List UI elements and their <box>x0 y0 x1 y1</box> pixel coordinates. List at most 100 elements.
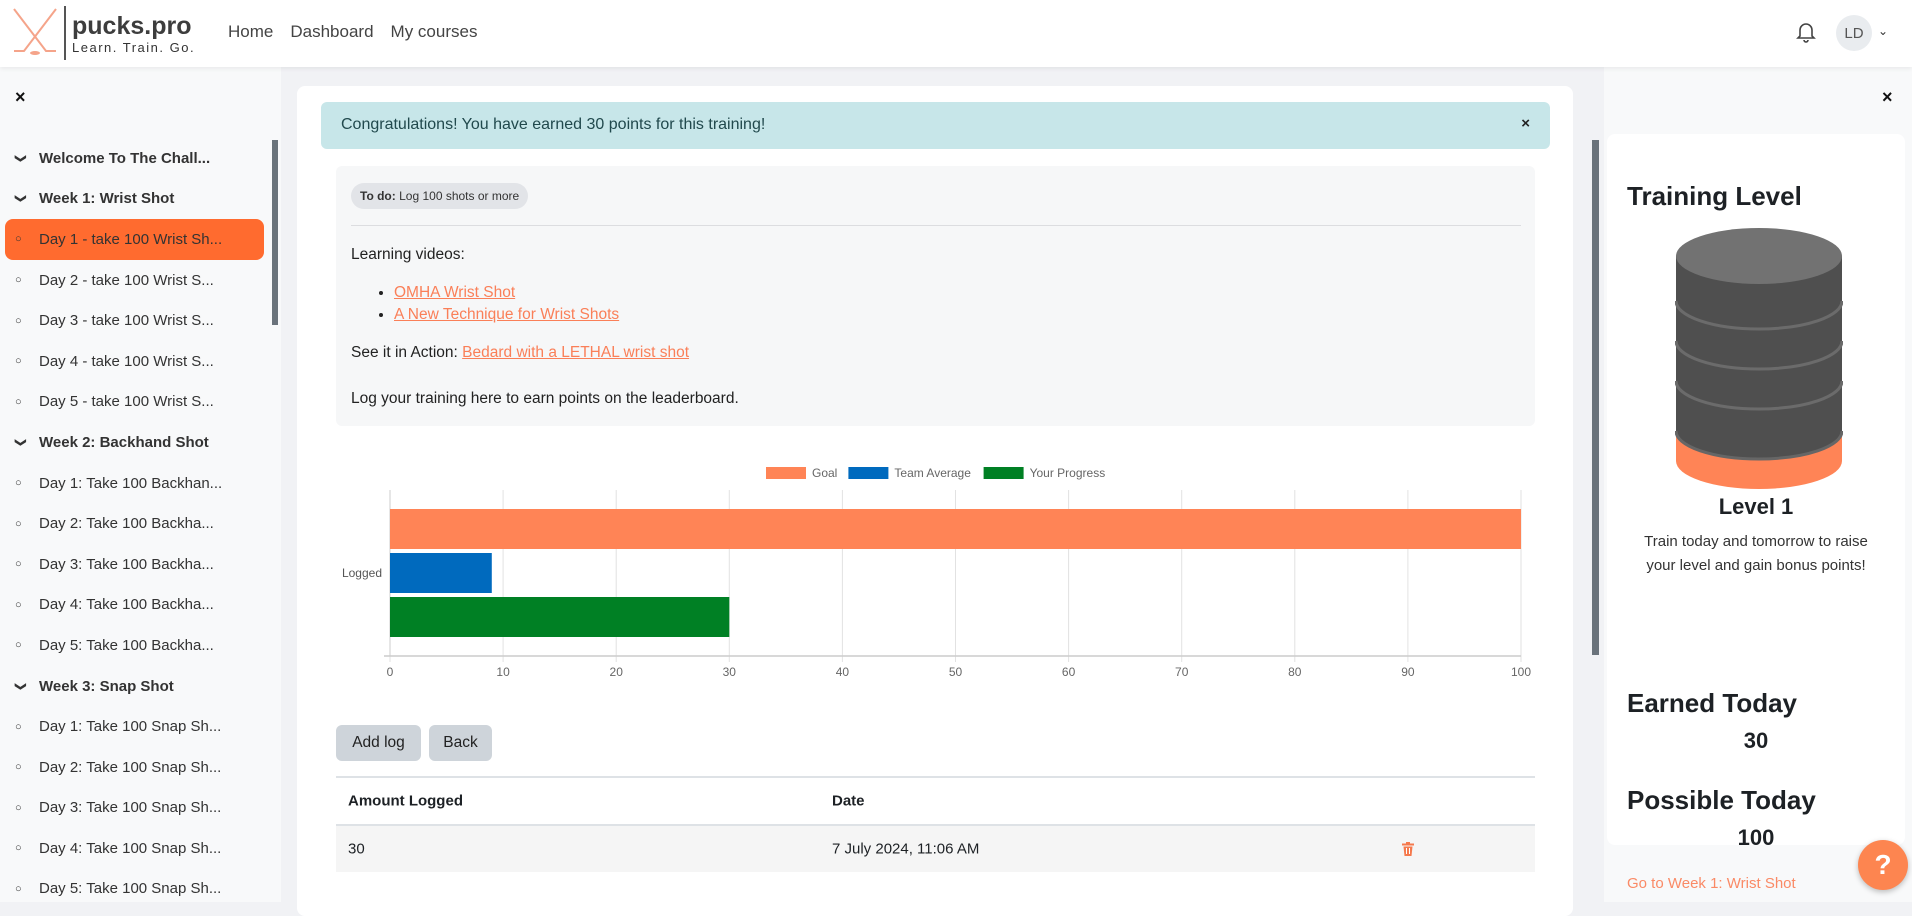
sidebar-section[interactable]: ❯ Week 3: Snap Shot <box>0 666 268 707</box>
sidebar-item[interactable]: ○ Day 5: Take 100 Backha... <box>0 625 268 666</box>
nav-home[interactable]: Home <box>228 22 274 41</box>
close-drawer-icon[interactable]: × <box>15 87 26 107</box>
sidebar-item-label: Day 4: Take 100 Snap Sh... <box>39 839 222 857</box>
add-log-button[interactable]: Add log <box>336 725 421 761</box>
legend-label: Goal <box>812 466 837 480</box>
sidebar-item[interactable]: ○ Day 4 - take 100 Wrist S... <box>0 341 268 382</box>
logo[interactable]: pucks.pro Learn. Train. Go. <box>10 6 195 60</box>
sidebar-item-label: Welcome To The Chall... <box>39 149 211 167</box>
x-tick-label: 20 <box>610 665 624 676</box>
sidebar-item-label: Week 2: Backhand Shot <box>39 433 209 451</box>
level-description: Train today and tomorrow to raise your le… <box>1607 530 1905 578</box>
desc-line-1: Train today and tomorrow to raise <box>1644 533 1868 550</box>
brand-name: pucks.pro <box>72 11 192 40</box>
hockey-sticks-icon <box>13 8 57 55</box>
video-links: OMHA Wrist Shot A New Technique for Wris… <box>374 282 619 326</box>
circle-icon: ○ <box>15 274 22 287</box>
sidebar-item-label: Day 2: Take 100 Snap Sh... <box>39 758 222 776</box>
circle-icon: ○ <box>15 517 22 530</box>
training-level-block: Training Level Level 1 Train today and t… <box>1607 134 1905 892</box>
main-scrollbar[interactable] <box>1592 140 1599 655</box>
trash-icon[interactable] <box>1402 842 1414 856</box>
sidebar-item-label: Day 1: Take 100 Backhan... <box>39 474 223 492</box>
sidebar-scrollbar[interactable] <box>272 140 278 325</box>
level-label: Level 1 <box>1718 494 1794 519</box>
nav-my-courses[interactable]: My courses <box>390 22 478 41</box>
sidebar-item[interactable]: ○ Day 5 - take 100 Wrist S... <box>0 382 268 423</box>
circle-icon: ○ <box>15 801 22 814</box>
circle-icon: ○ <box>15 639 22 652</box>
circle-icon: ○ <box>15 598 22 611</box>
sidebar-section[interactable]: ❯ Week 2: Backhand Shot <box>0 422 268 463</box>
circle-icon: ○ <box>15 558 22 571</box>
link-omha-wrist-shot[interactable]: OMHA Wrist Shot <box>394 284 516 301</box>
close-blocks-icon[interactable]: × <box>1882 87 1893 107</box>
course-index: ❯ Welcome To The Chall... ❯ Week 1: Wrist S… <box>0 138 268 909</box>
sidebar-item[interactable]: ○ Day 2: Take 100 Backha... <box>0 503 268 544</box>
sidebar-section[interactable]: ❯ Week 1: Wrist Shot <box>0 179 268 220</box>
header-amount: Amount Logged <box>348 792 463 810</box>
main-nav: Home Dashboard My courses <box>228 22 477 42</box>
sidebar-section[interactable]: ❯ Welcome To The Chall... <box>0 138 268 179</box>
x-tick-label: 10 <box>496 665 510 676</box>
bar-your-progress <box>390 597 730 637</box>
back-button[interactable]: Back <box>429 725 492 761</box>
nav-dashboard[interactable]: Dashboard <box>290 22 374 41</box>
sidebar-item[interactable]: ○ Day 5: Take 100 Snap Sh... <box>0 869 268 910</box>
alert-text: Congratulations! You have earned 30 poin… <box>341 116 766 133</box>
course-index-drawer: × ❯ Welcome To The Chall... ❯ Week 1: Wrist… <box>0 67 281 902</box>
help-button[interactable]: ? <box>1858 840 1908 890</box>
sidebar-item[interactable]: ○ Day 3 - take 100 Wrist S... <box>0 300 268 341</box>
sidebar-item[interactable]: ○ Day 3: Take 100 Backha... <box>0 544 268 585</box>
sidebar-item-label: Day 1: Take 100 Snap Sh... <box>39 718 222 736</box>
possible-today-value: 100 <box>1737 825 1775 850</box>
x-tick-label: 0 <box>387 665 394 676</box>
sidebar-item-label: Week 3: Snap Shot <box>39 677 174 695</box>
sidebar-item-label: Day 5 - take 100 Wrist S... <box>39 393 214 411</box>
cell-amount: 30 <box>348 840 365 858</box>
circle-icon: ○ <box>15 720 22 733</box>
earned-today-value: 30 <box>1743 728 1769 753</box>
chevron-down-icon: ❯ <box>14 681 27 691</box>
close-alert-icon[interactable]: × <box>1521 115 1530 132</box>
sidebar-item[interactable]: ○ Day 3: Take 100 Snap Sh... <box>0 788 268 829</box>
sidebar-item[interactable]: ○ Day 1: Take 100 Backhan... <box>0 463 268 504</box>
sidebar-item[interactable]: ○ Day 4: Take 100 Snap Sh... <box>0 828 268 869</box>
sidebar-item-label: Day 5: Take 100 Snap Sh... <box>39 880 222 898</box>
logo-divider <box>64 6 66 60</box>
sidebar-item[interactable]: ○ Day 2: Take 100 Snap Sh... <box>0 747 268 788</box>
see-in-action-label: See it in Action: <box>351 344 458 361</box>
sidebar-item[interactable]: ○ Day 4: Take 100 Backha... <box>0 585 268 626</box>
user-avatar[interactable]: LD <box>1836 15 1872 51</box>
main-content: Congratulations! You have earned 30 poin… <box>297 86 1573 916</box>
circle-icon: ○ <box>15 882 22 895</box>
log-instructions: Log your training here to earn points on… <box>351 390 739 407</box>
sidebar-item-label: Day 3: Take 100 Snap Sh... <box>39 799 222 817</box>
possible-today-label: Possible Today <box>1627 785 1816 815</box>
legend-swatch <box>766 467 806 479</box>
y-category-label: Logged <box>342 566 382 580</box>
bell-icon[interactable] <box>1796 21 1816 43</box>
learning-videos-label: Learning videos: <box>351 246 465 263</box>
sidebar-item[interactable]: ○ Day 1: Take 100 Snap Sh... <box>0 706 268 747</box>
success-alert: Congratulations! You have earned 30 poin… <box>321 102 1550 149</box>
sidebar-item[interactable]: ○ Day 1 - take 100 Wrist Sh... <box>5 219 264 260</box>
sidebar-item-label: Day 1 - take 100 Wrist Sh... <box>39 230 223 248</box>
see-in-action: See it in Action: Bedard with a LETHAL w… <box>351 344 689 362</box>
circle-icon: ○ <box>15 761 22 774</box>
link-bedard[interactable]: Bedard with a LETHAL wrist shot <box>462 344 690 361</box>
bar-team-average <box>390 553 492 593</box>
sidebar-item[interactable]: ○ Day 2 - take 100 Wrist S... <box>0 260 268 301</box>
chevron-down-icon[interactable]: ⌄ <box>1878 24 1889 38</box>
go-to-week-link[interactable]: Go to Week 1: Wrist Shot <box>1627 875 1796 892</box>
brand-tagline: Learn. Train. Go. <box>72 39 196 55</box>
chevron-down-icon: ❯ <box>14 437 27 448</box>
link-new-technique[interactable]: A New Technique for Wrist Shots <box>394 306 620 323</box>
sidebar-item-label: Day 3 - take 100 Wrist S... <box>39 312 214 330</box>
circle-icon: ○ <box>15 355 22 368</box>
x-tick-label: 80 <box>1288 665 1302 676</box>
x-tick-label: 90 <box>1401 665 1415 676</box>
sidebar-item-label: Day 4: Take 100 Backha... <box>39 596 214 614</box>
circle-icon: ○ <box>15 477 22 490</box>
legend-swatch <box>848 467 889 479</box>
